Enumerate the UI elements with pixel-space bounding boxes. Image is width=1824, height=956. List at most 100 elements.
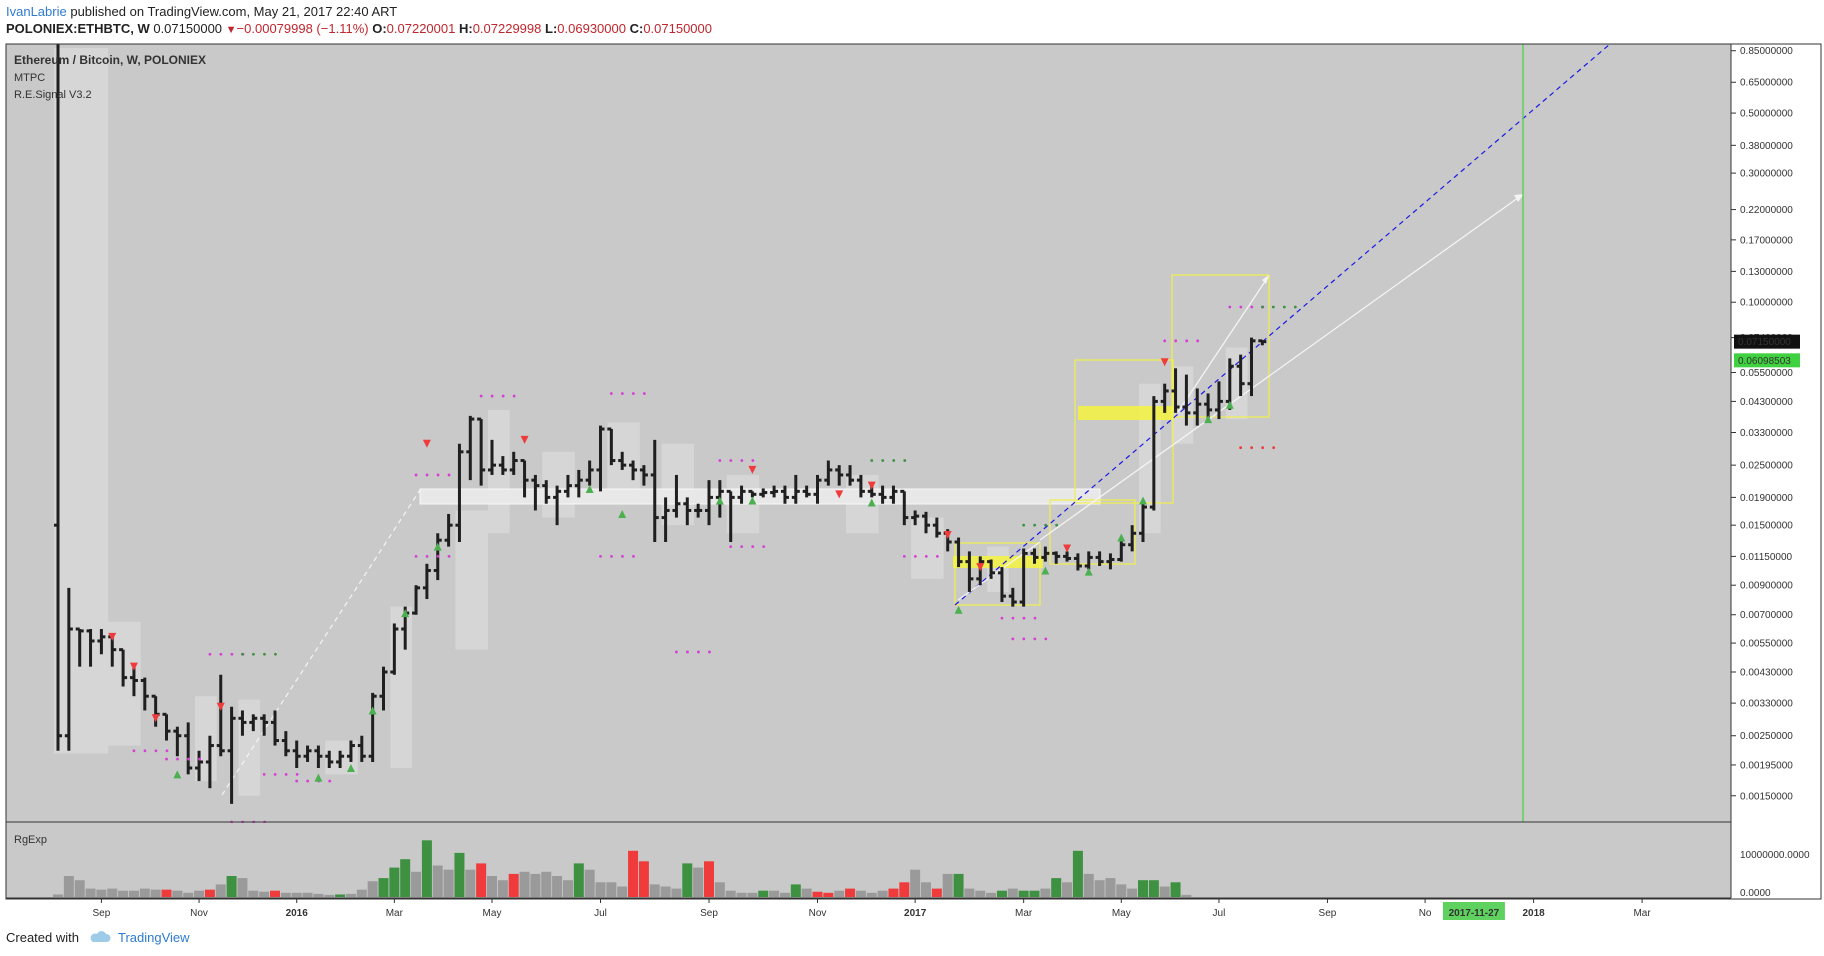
volume-bar xyxy=(421,840,432,897)
volume-bar xyxy=(638,861,649,897)
down-signal-triangle xyxy=(216,702,225,711)
signal-dot xyxy=(740,545,744,548)
volume-bar xyxy=(237,878,248,897)
white-arrow-1 xyxy=(1039,194,1523,541)
price-tick-label: 0.00430000 xyxy=(1740,668,1793,679)
volume-bar xyxy=(465,869,476,897)
down-signal-triangle xyxy=(943,530,952,539)
up-signal-triangle xyxy=(1204,415,1213,424)
volume-bar xyxy=(497,880,508,897)
volume-bar xyxy=(161,889,172,897)
price-tick-label: 0.85000000 xyxy=(1740,46,1793,57)
up-signal-triangle xyxy=(314,773,323,782)
volume-bar xyxy=(671,888,682,897)
up-signal-triangle xyxy=(748,496,757,505)
ohlc-line: POLONIEX:ETHBTC, W 0.07150000 ▼−0.000799… xyxy=(6,21,712,36)
volume-bar xyxy=(975,890,986,897)
volume-bar xyxy=(291,892,302,897)
volume-bar xyxy=(617,886,628,897)
down-signal-triangle xyxy=(1160,358,1169,367)
volume-bar xyxy=(259,891,270,897)
signal-dot xyxy=(1011,616,1015,620)
volume-bar xyxy=(139,888,150,897)
volume-bar xyxy=(96,889,107,897)
volume-bar xyxy=(226,876,237,897)
signal-dot xyxy=(913,554,917,558)
volume-bar xyxy=(877,890,888,897)
signal-dot xyxy=(1033,637,1037,641)
down-signal-triangle xyxy=(129,662,138,671)
price-tick-label: 0.65000000 xyxy=(1740,78,1793,89)
author-link[interactable]: IvanLabrie xyxy=(6,4,67,19)
price-tick-label: 0.38000000 xyxy=(1740,141,1793,152)
volume-bar xyxy=(324,894,335,897)
high-label: H: xyxy=(458,21,473,36)
signal-dot xyxy=(1044,523,1048,527)
volume-bar xyxy=(194,890,205,897)
volume-bar xyxy=(411,871,422,897)
signal-dot xyxy=(892,459,896,462)
volume-bar xyxy=(1159,886,1170,897)
yellow-box-4 xyxy=(1171,274,1270,418)
price-tick-label: 0.17000000 xyxy=(1740,235,1793,246)
volume-bar xyxy=(432,865,443,897)
volume-bar xyxy=(834,890,845,897)
up-signal-triangle xyxy=(173,770,182,779)
volume-bar xyxy=(150,889,161,897)
volume-bar xyxy=(1105,878,1116,897)
white-arrow-3 xyxy=(957,541,1041,601)
signal-dot xyxy=(708,650,711,654)
down-signal-triangle xyxy=(151,714,160,723)
price-tick-label: 0.02500000 xyxy=(1740,461,1793,472)
signal-dot xyxy=(924,554,928,558)
signal-dot xyxy=(447,554,451,558)
target-date-marker-bg xyxy=(1442,902,1505,920)
time-tick-label: Nov xyxy=(809,908,827,919)
time-axis[interactable]: Sep Nov 2016 Mar May Jul Sep Nov 2017 Mar May Jul Se… xyxy=(6,899,1731,921)
chart-frame xyxy=(5,43,1822,900)
time-tick-label: Nov xyxy=(190,908,208,919)
volume-bar xyxy=(443,869,454,897)
signal-dot xyxy=(490,394,494,398)
volume-bar xyxy=(606,882,617,897)
signal-dot xyxy=(642,392,646,395)
signal-dot xyxy=(729,459,733,462)
footer: Created with TradingView xyxy=(6,930,190,945)
down-signal-triangle xyxy=(748,465,757,474)
signal-dot xyxy=(751,459,755,462)
signal-dot xyxy=(1272,446,1276,450)
time-tick-label: Sep xyxy=(93,908,111,919)
volume-bar xyxy=(823,892,834,897)
price-axis[interactable]: 0.85000000 0.65000000 0.50000000 0.38000000… xyxy=(1731,46,1793,802)
volume-bar xyxy=(866,892,877,897)
time-tick-label: No xyxy=(1419,908,1432,919)
volume-bar xyxy=(107,888,118,897)
signal-dot xyxy=(1260,305,1264,309)
white-arrowhead-1 xyxy=(1514,194,1524,202)
volume-bar xyxy=(953,873,964,897)
signal-dot xyxy=(262,772,266,776)
signal-dot xyxy=(1000,616,1004,620)
volume-bar xyxy=(204,889,215,897)
price-tag-label: 0.06098503 xyxy=(1738,356,1791,367)
signal-dot xyxy=(1271,305,1275,309)
volume-bar xyxy=(1181,894,1192,897)
time-tick-label: 2016 xyxy=(286,908,309,919)
signal-dot xyxy=(295,772,299,776)
volume-bar xyxy=(801,888,812,897)
volume-bar xyxy=(313,893,324,897)
open-label: O: xyxy=(372,21,387,36)
last-price: 0.07150000 xyxy=(153,21,223,36)
white-arrow-2 xyxy=(1177,276,1269,413)
price-change: −0.00079998 (−1.11%) xyxy=(236,21,369,36)
dashed-trend-1 xyxy=(221,489,421,796)
signal-dot xyxy=(230,652,234,656)
yellow-box-3 xyxy=(1074,359,1174,504)
tradingview-link[interactable]: TradingView xyxy=(118,930,190,945)
price-tick-label: 0.00330000 xyxy=(1740,699,1793,710)
time-tick-label: Mar xyxy=(386,908,404,919)
volume-bar xyxy=(118,890,129,897)
time-tick-label: 2017 xyxy=(904,908,927,919)
volume-bar xyxy=(660,886,671,897)
